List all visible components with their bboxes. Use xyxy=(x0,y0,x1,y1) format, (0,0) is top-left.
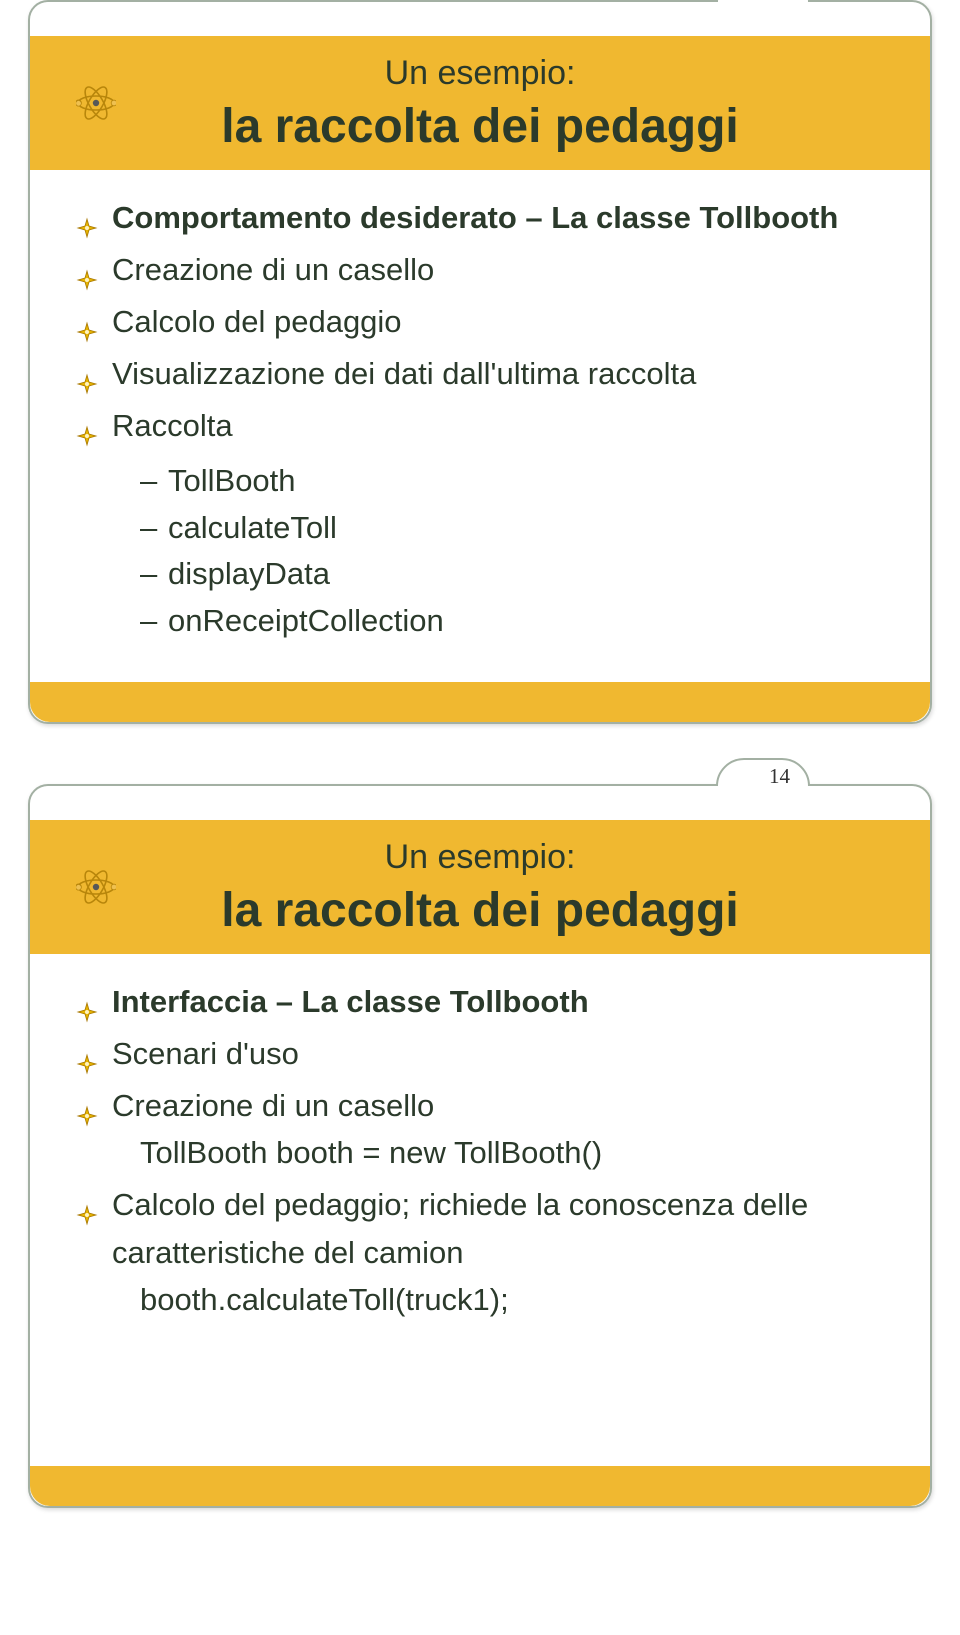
sparkle-icon xyxy=(76,413,98,435)
sparkle-icon xyxy=(76,361,98,383)
list-item-text: Creazione di un casello xyxy=(112,1088,434,1123)
list-item: Visualizzazione dei dati dall'ultima rac… xyxy=(76,350,894,398)
list-item-text: Calcolo del pedaggio; richiede la conosc… xyxy=(112,1187,808,1270)
list-item: Raccolta TollBooth calculateToll display… xyxy=(76,402,894,644)
bullet-list: Interfaccia – La classe Tollbooth Scenar… xyxy=(76,978,894,1323)
list-item: Comportamento desiderato – La classe Tol… xyxy=(76,194,894,242)
pretitle: Un esempio: xyxy=(30,838,930,877)
atom-icon xyxy=(76,83,116,123)
list-item: Calcolo del pedaggio; richiede la conosc… xyxy=(76,1181,894,1324)
sub-list-item: TollBooth xyxy=(140,458,894,505)
sub-plain-line: booth.calculateToll(truck1); xyxy=(140,1277,894,1324)
footer-band xyxy=(30,682,930,722)
footer-band xyxy=(30,1466,930,1506)
list-item-text: Scenari d'uso xyxy=(112,1036,299,1071)
sparkle-icon xyxy=(76,205,98,227)
slide: 14 Un esempio: la raccolta dei pedaggi I… xyxy=(28,784,932,1508)
list-item-text: Creazione di un casello xyxy=(112,252,434,287)
sparkle-icon xyxy=(76,309,98,331)
sub-list-item: displayData xyxy=(140,551,894,598)
sub-list: TollBooth calculateToll displayData onRe… xyxy=(140,458,894,644)
sub-plain-line: TollBooth booth = new TollBooth() xyxy=(140,1130,894,1177)
list-item: Calcolo del pedaggio xyxy=(76,298,894,346)
bullet-list: Comportamento desiderato – La classe Tol… xyxy=(76,194,894,644)
slide-title: la raccolta dei pedaggi xyxy=(30,99,930,154)
slide-title: la raccolta dei pedaggi xyxy=(30,883,930,938)
list-item-text: Calcolo del pedaggio xyxy=(112,304,402,339)
list-item: Scenari d'uso xyxy=(76,1030,894,1078)
sparkle-icon xyxy=(76,1041,98,1063)
sparkle-icon xyxy=(76,1093,98,1115)
sparkle-icon xyxy=(76,989,98,1011)
sparkle-icon xyxy=(76,1192,98,1214)
list-item-text: Interfaccia – La classe Tollbooth xyxy=(112,984,589,1019)
sub-list-item: calculateToll xyxy=(140,505,894,552)
list-item-text: Raccolta xyxy=(112,408,233,443)
pretitle: Un esempio: xyxy=(30,54,930,93)
list-item: Creazione di un casello TollBooth booth … xyxy=(76,1082,894,1177)
list-item-text: Visualizzazione dei dati dall'ultima rac… xyxy=(112,356,696,391)
list-item: Creazione di un casello xyxy=(76,246,894,294)
list-item: Interfaccia – La classe Tollbooth xyxy=(76,978,894,1026)
atom-icon xyxy=(76,867,116,907)
title-band: Un esempio: la raccolta dei pedaggi xyxy=(30,36,930,170)
sub-list-item: onReceiptCollection xyxy=(140,598,894,645)
sparkle-icon xyxy=(76,257,98,279)
slide: 13 Un esempio: la raccolta dei pedaggi C… xyxy=(28,0,932,724)
title-band: Un esempio: la raccolta dei pedaggi xyxy=(30,820,930,954)
list-item-text: Comportamento desiderato – La classe Tol… xyxy=(112,200,838,235)
